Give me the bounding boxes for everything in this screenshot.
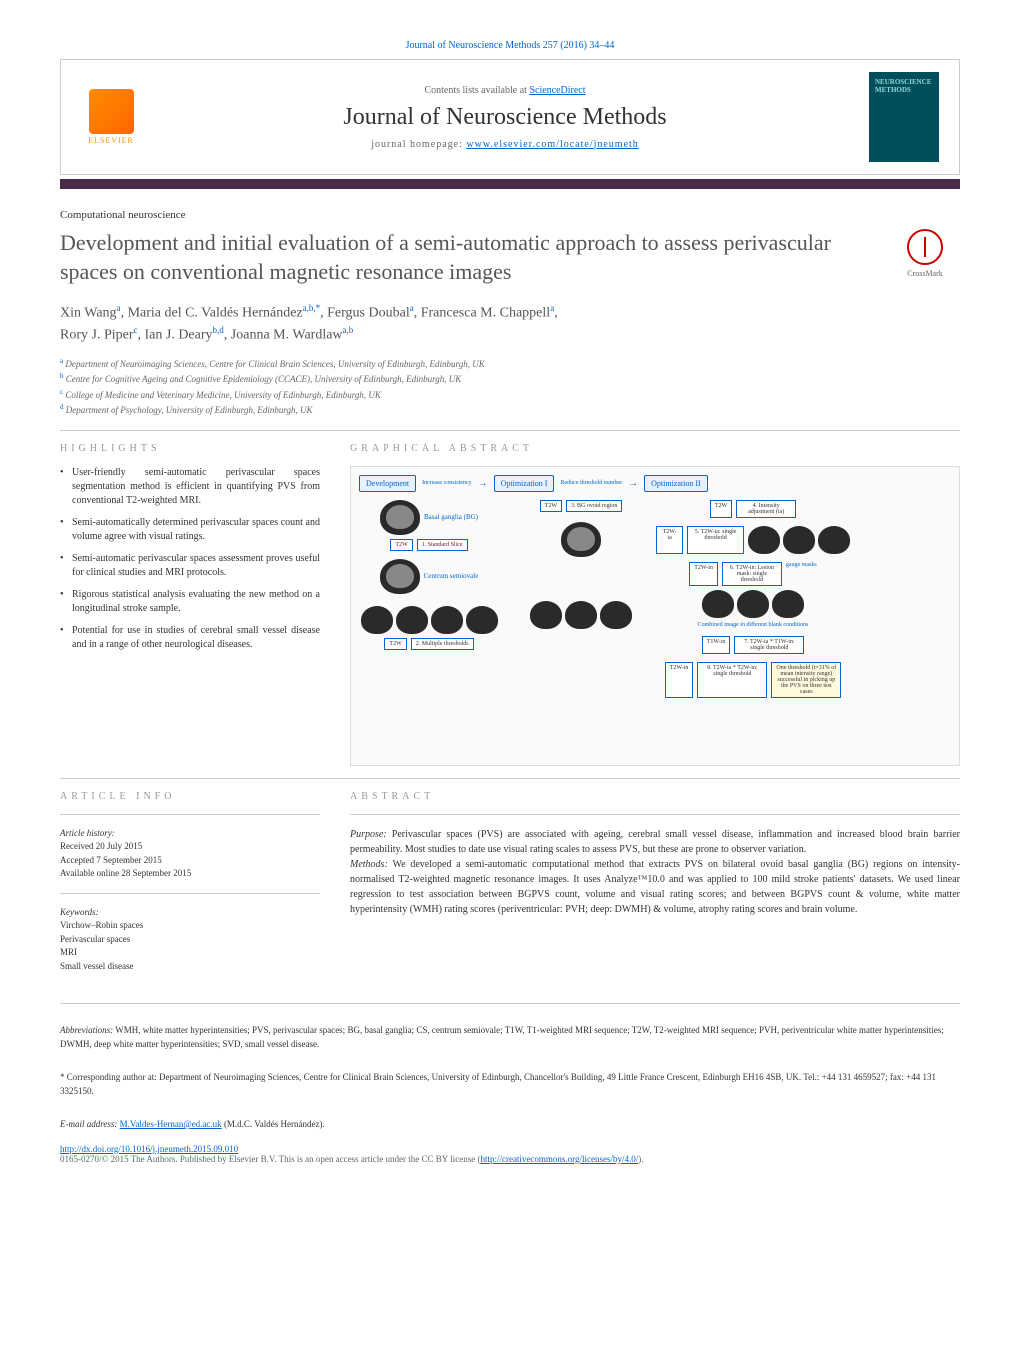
highlight-item: Rigorous statistical analysis evaluating… (60, 588, 320, 616)
journal-header: ELSEVIER Contents lists available at Sci… (60, 59, 960, 175)
affiliations: a Department of Neuroimaging Sciences, C… (60, 356, 960, 418)
doi-link[interactable]: http://dx.doi.org/10.1016/j.jneumeth.201… (60, 1144, 238, 1154)
journal-name: Journal of Neuroscience Methods (141, 104, 869, 131)
homepage-line: journal homepage: www.elsevier.com/locat… (141, 139, 869, 150)
contents-line: Contents lists available at ScienceDirec… (141, 85, 869, 96)
ga-stage-opt1: Optimization I (494, 475, 555, 492)
crossmark-badge[interactable]: CrossMark (890, 229, 960, 278)
abstract-header: ABSTRACT (350, 791, 960, 802)
ga-brain-icon (561, 522, 601, 557)
sciencedirect-link[interactable]: ScienceDirect (529, 85, 585, 96)
highlights-list: User-friendly semi-automatic perivascula… (60, 466, 320, 652)
doi-line: http://dx.doi.org/10.1016/j.jneumeth.201… (60, 1144, 960, 1154)
highlight-item: Semi-automatic perivascular spaces asses… (60, 552, 320, 580)
ga-brain-icon (380, 500, 420, 535)
ga-brain-icon (380, 559, 420, 594)
abstract-text: Purpose: Perivascular spaces (PVS) are a… (350, 827, 960, 917)
footer-email: E-mail address: M.Valdes-Hernan@ed.ac.uk… (60, 1118, 960, 1132)
email-link[interactable]: M.Valdes-Hernan@ed.ac.uk (120, 1119, 222, 1129)
elsevier-text: ELSEVIER (88, 136, 134, 145)
article-info-header: ARTICLE INFO (60, 791, 320, 802)
elsevier-tree-icon (89, 89, 134, 134)
ga-stage-development: Development (359, 475, 416, 492)
highlight-item: User-friendly semi-automatic perivascula… (60, 466, 320, 508)
footer-correspondence: * Corresponding author at: Department of… (60, 1071, 960, 1098)
homepage-link[interactable]: www.elsevier.com/locate/jneumeth (466, 139, 638, 150)
crossmark-icon (907, 229, 943, 265)
journal-cover-thumbnail: NEUROSCIENCE METHODS (869, 72, 939, 162)
graphical-abstract: Development Increase consistency → Optim… (350, 466, 960, 766)
cc-link[interactable]: http://creativecommons.org/licenses/by/4… (480, 1154, 638, 1164)
article-title: Development and initial evaluation of a … (60, 229, 870, 286)
authors-list: Xin Wanga, Maria del C. Valdés Hernández… (60, 302, 960, 345)
elsevier-logo: ELSEVIER (81, 82, 141, 152)
footer-abbreviations: Abbreviations: WMH, white matter hyperin… (60, 1024, 960, 1051)
highlight-item: Semi-automatically determined perivascul… (60, 516, 320, 544)
graphical-abstract-header: GRAPHICAL ABSTRACT (350, 443, 960, 454)
ga-stage-opt2: Optimization II (644, 475, 708, 492)
article-info: Article history: Received 20 July 2015 A… (60, 827, 320, 974)
article-section: Computational neuroscience (60, 209, 960, 221)
color-bar (60, 179, 960, 189)
copyright: 0165-0270/© 2015 The Authors. Published … (60, 1154, 960, 1164)
highlights-header: HIGHLIGHTS (60, 443, 320, 454)
highlight-item: Potential for use in studies of cerebral… (60, 624, 320, 652)
journal-citation: Journal of Neuroscience Methods 257 (201… (60, 40, 960, 51)
